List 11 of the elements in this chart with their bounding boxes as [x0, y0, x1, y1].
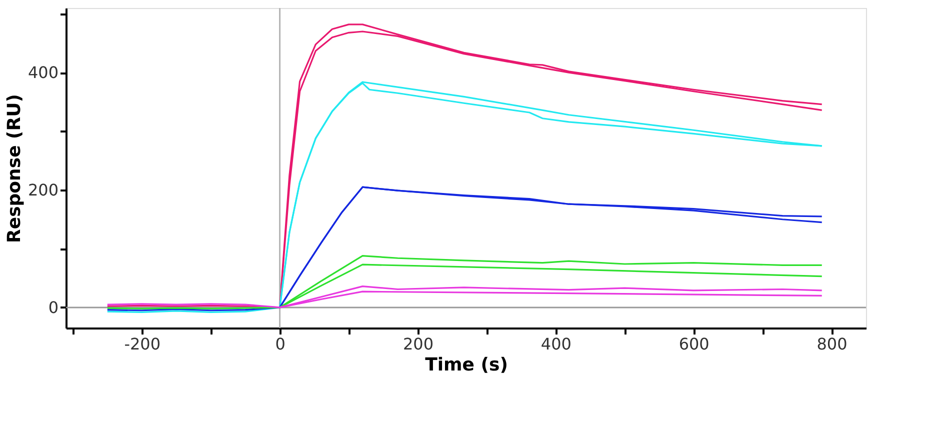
x-tick-label: 0 [275, 334, 286, 354]
x-tick-label: 400 [540, 334, 572, 354]
y-tick-label: 200 [28, 180, 58, 200]
y-tick-label: 0 [48, 298, 58, 317]
y-tick-label: 400 [28, 63, 58, 82]
x-tick-label: 800 [816, 334, 848, 354]
x-tick-label: 200 [402, 334, 434, 354]
y-axis-title: Response (RU) [4, 94, 25, 243]
x-tick-label: 600 [678, 334, 710, 354]
x-axis-title: Time (s) [425, 354, 508, 376]
x-tick-label: -200 [124, 334, 161, 354]
